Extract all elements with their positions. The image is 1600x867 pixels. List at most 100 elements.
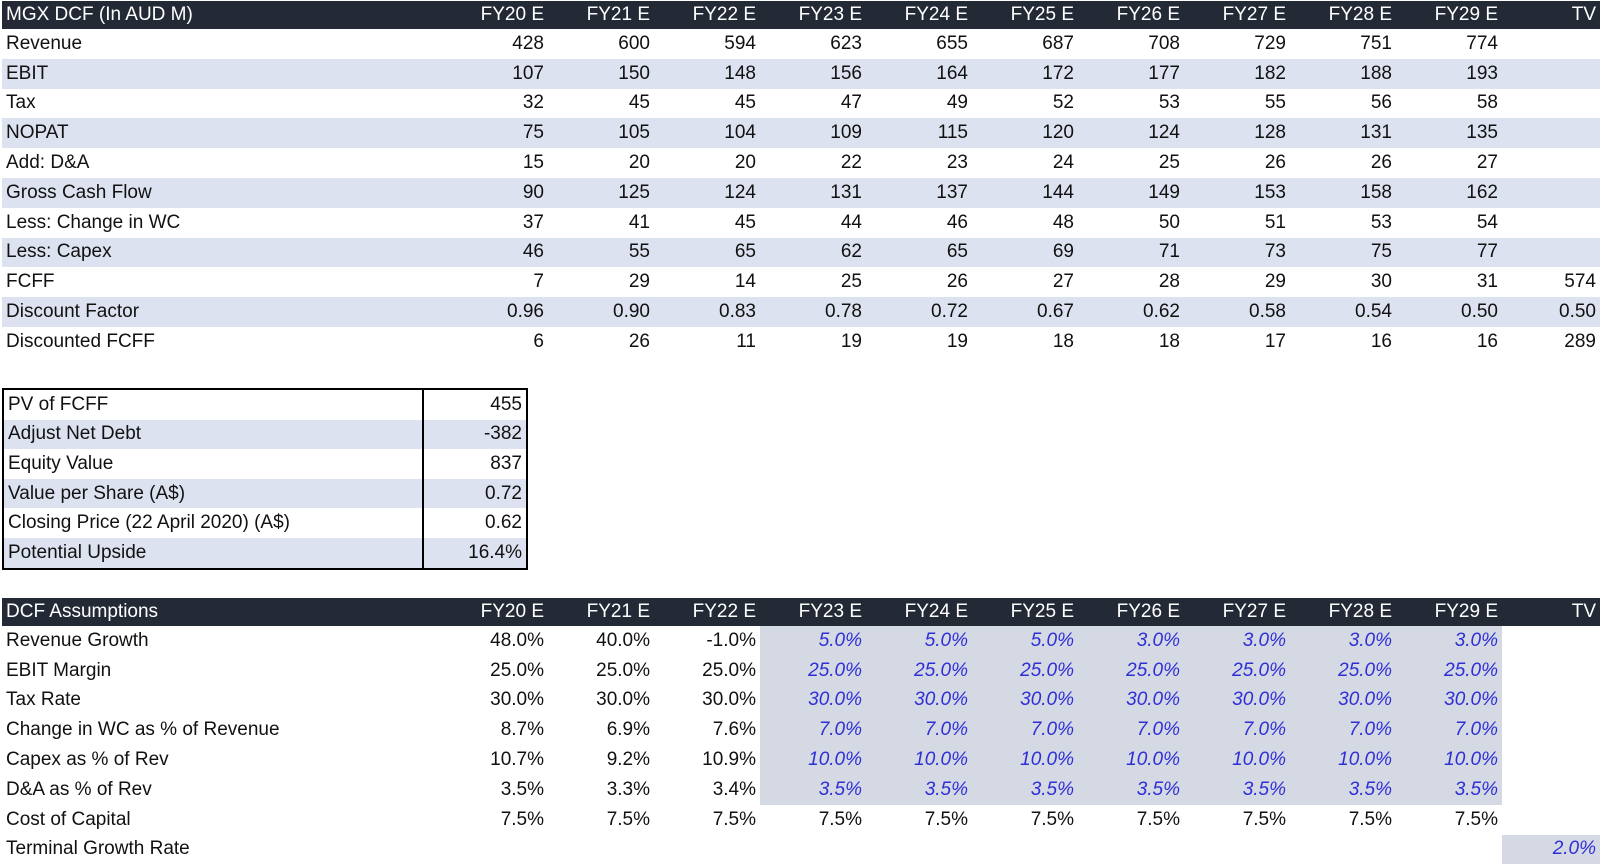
value-cell[interactable]: 574 [1564, 271, 1596, 293]
value-cell[interactable]: 7.0% [1078, 715, 1184, 746]
value-cell[interactable]: 7.5% [1136, 808, 1180, 830]
value-cell[interactable] [1502, 208, 1600, 238]
value-cell[interactable]: 6.9% [606, 719, 650, 741]
value-cell[interactable]: 25 [1158, 152, 1180, 174]
summary-value[interactable]: 0.62 [485, 512, 522, 534]
column-header[interactable]: FY26 E [1078, 1, 1184, 29]
row-label[interactable]: NOPAT [2, 118, 442, 149]
value-cell[interactable] [1502, 29, 1600, 59]
value-cell[interactable]: 46 [442, 237, 548, 268]
value-cell[interactable] [1290, 835, 1396, 865]
value-cell[interactable]: 7.5% [818, 808, 862, 830]
value-cell[interactable]: 289 [1564, 330, 1596, 352]
value-cell[interactable]: 0.72 [866, 297, 972, 327]
value-cell[interactable]: 15 [522, 152, 544, 174]
value-cell[interactable]: 2.0% [1502, 834, 1600, 865]
value-cell[interactable]: 45 [628, 92, 650, 114]
column-header[interactable]: FY29 E [1396, 598, 1502, 626]
value-cell[interactable]: 7.0% [972, 715, 1078, 746]
value-cell[interactable]: 30.0% [972, 685, 1078, 716]
value-cell[interactable]: 25.0% [1396, 655, 1502, 686]
value-cell[interactable]: 7 [533, 271, 544, 293]
value-cell[interactable]: 10.9% [702, 749, 756, 771]
summary-value[interactable]: 16.4% [423, 537, 527, 569]
value-cell[interactable]: 25.0% [490, 659, 544, 681]
column-header[interactable]: FY27 E [1184, 1, 1290, 29]
row-label[interactable]: Discount Factor [2, 297, 442, 327]
row-label[interactable]: Tax Rate [6, 689, 81, 711]
value-cell[interactable] [1502, 237, 1600, 268]
value-cell[interactable]: 90 [442, 177, 548, 208]
value-cell[interactable]: 0.50 [1502, 297, 1600, 327]
value-cell[interactable]: 7.0% [760, 715, 866, 746]
value-cell[interactable]: 40.0% [596, 629, 650, 651]
column-header[interactable]: FY25 E [972, 1, 1078, 29]
value-cell[interactable]: 27 [1052, 271, 1074, 293]
column-header[interactable]: FY23 E [760, 1, 866, 29]
value-cell[interactable]: 25.0% [760, 655, 866, 686]
value-cell[interactable]: 10.0% [972, 745, 1078, 775]
value-cell[interactable]: 48 [1052, 211, 1074, 233]
row-label[interactable]: Less: Change in WC [6, 211, 181, 233]
row-label[interactable]: Cost of Capital [6, 808, 131, 830]
value-cell[interactable]: 7.5% [1348, 808, 1392, 830]
value-cell[interactable]: 25.0% [1184, 655, 1290, 686]
value-cell[interactable]: 0.54 [1290, 297, 1396, 327]
value-cell[interactable]: 7.5% [1030, 808, 1074, 830]
value-cell[interactable]: 3.5% [1184, 774, 1290, 805]
table-title[interactable]: MGX DCF (In AUD M) [2, 1, 442, 29]
column-header[interactable]: FY29 E [1396, 1, 1502, 29]
value-cell[interactable]: 24 [1052, 152, 1074, 174]
value-cell[interactable]: 3.5% [866, 774, 972, 805]
value-cell[interactable]: 30.0% [1078, 685, 1184, 716]
value-cell[interactable]: 3.5% [500, 778, 544, 800]
summary-label[interactable]: PV of FCFF [3, 389, 424, 420]
value-cell[interactable]: 7.5% [924, 808, 968, 830]
column-header[interactable]: TV [1502, 598, 1600, 626]
value-cell[interactable]: 25 [840, 271, 862, 293]
value-cell[interactable]: 30.0% [596, 689, 650, 711]
value-cell[interactable]: 3.0% [1290, 626, 1396, 656]
value-cell[interactable] [1502, 686, 1600, 716]
column-header[interactable]: FY21 E [548, 598, 654, 626]
column-header[interactable]: FY25 E [972, 598, 1078, 626]
value-cell[interactable]: 7.0% [1396, 715, 1502, 746]
value-cell[interactable]: 23 [946, 152, 968, 174]
value-cell[interactable]: 0.50 [1396, 297, 1502, 327]
value-cell[interactable]: 124 [1078, 118, 1184, 149]
value-cell[interactable]: 30.0% [702, 689, 756, 711]
value-cell[interactable]: 30.0% [1290, 685, 1396, 716]
value-cell[interactable]: 708 [1148, 32, 1180, 54]
value-cell[interactable]: 105 [548, 118, 654, 149]
value-cell[interactable]: 11 [736, 330, 756, 352]
column-header[interactable]: FY23 E [760, 598, 866, 626]
row-label[interactable]: Less: Capex [2, 237, 442, 268]
value-cell[interactable]: 0.83 [654, 297, 760, 327]
value-cell[interactable] [760, 835, 866, 865]
value-cell[interactable]: 25.0% [596, 659, 650, 681]
value-cell[interactable]: 104 [654, 118, 760, 149]
value-cell[interactable]: 774 [1466, 32, 1498, 54]
value-cell[interactable]: 751 [1360, 32, 1392, 54]
value-cell[interactable]: 10.0% [1290, 745, 1396, 775]
value-cell[interactable]: 0.58 [1184, 297, 1290, 327]
column-header[interactable]: FY28 E [1290, 598, 1396, 626]
value-cell[interactable]: 156 [760, 58, 866, 89]
value-cell[interactable]: 77 [1396, 237, 1502, 268]
value-cell[interactable]: 19 [840, 330, 862, 352]
value-cell[interactable]: 193 [1396, 58, 1502, 89]
value-cell[interactable]: 5.0% [972, 626, 1078, 656]
value-cell[interactable]: 54 [1476, 211, 1498, 233]
value-cell[interactable]: 158 [1290, 177, 1396, 208]
value-cell[interactable]: 3.3% [606, 778, 650, 800]
value-cell[interactable] [1502, 775, 1600, 805]
column-header[interactable]: FY22 E [654, 598, 760, 626]
value-cell[interactable]: 149 [1078, 177, 1184, 208]
value-cell[interactable]: 32 [522, 92, 544, 114]
value-cell[interactable] [866, 835, 972, 865]
value-cell[interactable]: 5.0% [760, 626, 866, 656]
value-cell[interactable]: 0.96 [442, 297, 548, 327]
value-cell[interactable]: 69 [972, 237, 1078, 268]
value-cell[interactable]: 26 [628, 330, 650, 352]
value-cell[interactable]: 3.0% [1184, 626, 1290, 656]
